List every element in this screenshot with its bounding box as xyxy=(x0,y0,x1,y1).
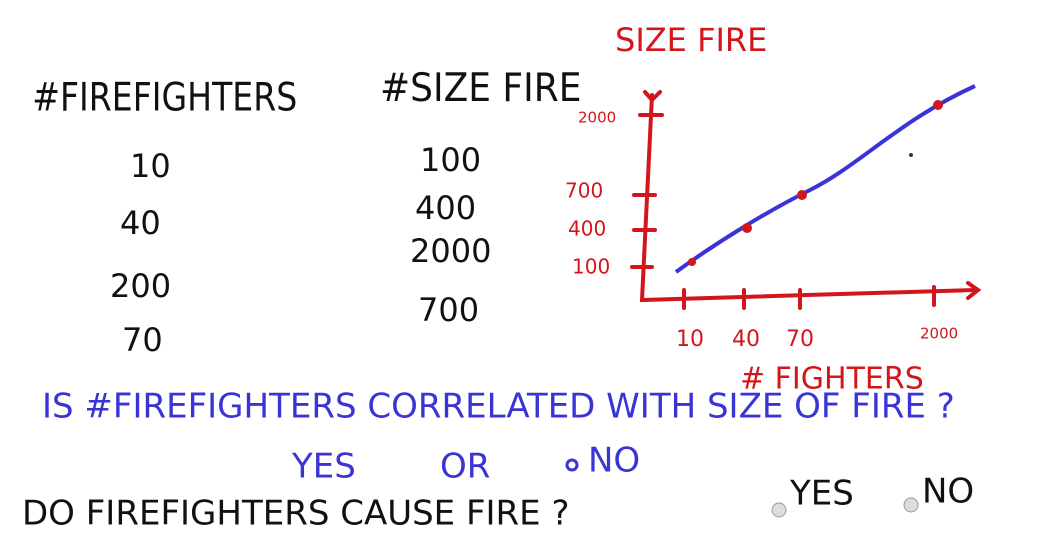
x-axis-title: # FIGHTERS xyxy=(740,362,924,397)
table-cell: 70 xyxy=(122,321,163,359)
x-label: 70 xyxy=(786,327,814,352)
option-circle xyxy=(565,458,579,472)
option: YES xyxy=(789,474,854,514)
y-label: 700 xyxy=(565,179,603,203)
sketch-title: SIZE FIRE xyxy=(615,21,767,59)
x-label: 2000 xyxy=(920,325,958,343)
sketch-points xyxy=(688,100,943,266)
option: YES xyxy=(291,447,356,487)
table-cell: 400 xyxy=(415,189,476,227)
x-label: 40 xyxy=(732,327,760,352)
table-cell: 40 xyxy=(120,204,161,242)
table-cell: 2000 xyxy=(410,232,491,270)
option: NO xyxy=(588,441,640,481)
header: #SIZE FIRE xyxy=(380,65,581,111)
sketch-axes xyxy=(630,90,982,310)
table-cell: 10 xyxy=(130,147,171,185)
table-cell: 700 xyxy=(418,291,479,329)
radio-button[interactable] xyxy=(771,502,787,518)
y-label: 2000 xyxy=(578,109,616,127)
trend-line xyxy=(674,84,976,274)
dot xyxy=(909,153,913,157)
table-cell: 200 xyxy=(110,267,171,305)
option: NO xyxy=(922,472,974,512)
y-label: 400 xyxy=(568,217,606,241)
radio-button[interactable] xyxy=(903,497,919,513)
question: IS #FIREFIGHTERS CORRELATED WITH SIZE OF… xyxy=(42,387,955,427)
y-label: 100 xyxy=(572,255,610,279)
option: OR xyxy=(440,447,490,487)
header: #FIREFIGHTERS xyxy=(32,74,297,121)
question: DO FIREFIGHTERS CAUSE FIRE ? xyxy=(22,494,570,534)
x-label: 10 xyxy=(676,327,704,352)
table-cell: 100 xyxy=(420,141,481,179)
